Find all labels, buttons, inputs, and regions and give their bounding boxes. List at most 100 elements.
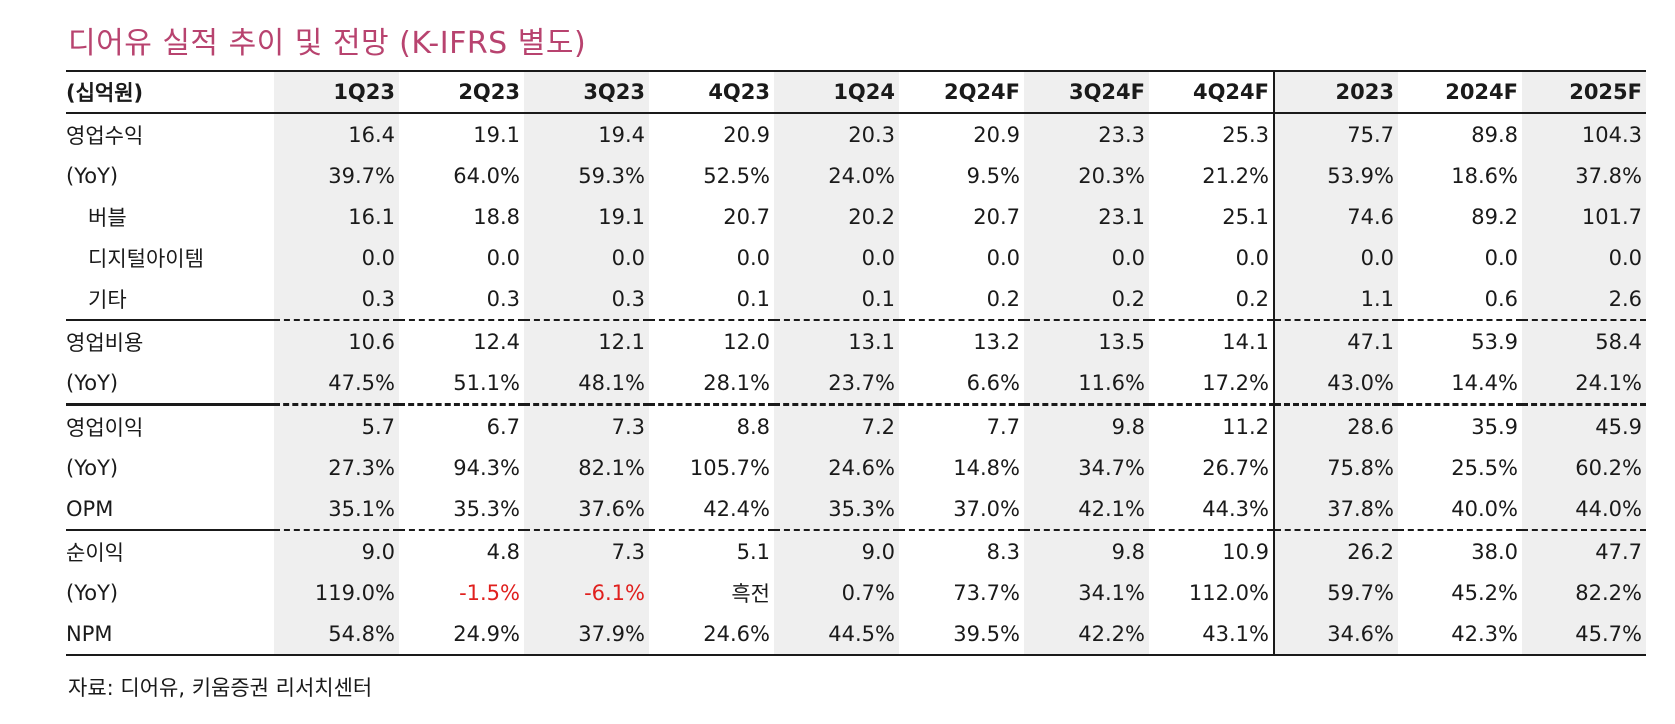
table-cell: 35.1% xyxy=(274,488,399,530)
table-cell: 8.8 xyxy=(649,403,774,447)
table-cell: 0.0 xyxy=(1522,237,1646,278)
table-cell: 24.9% xyxy=(399,613,524,656)
table-cell: 37.8% xyxy=(1274,488,1398,530)
column-header: 3Q23 xyxy=(524,70,649,114)
row-label: 영업수익 xyxy=(66,123,144,148)
table-cell: 9.5% xyxy=(966,163,1020,188)
table-cell: 42.1% xyxy=(1024,488,1149,530)
table-cell: 2.6 xyxy=(1522,278,1646,320)
table-cell: 26.7% xyxy=(1149,447,1275,488)
table-cell: 16.4 xyxy=(274,113,399,155)
table-cell: 45.7% xyxy=(1522,613,1646,656)
row-label: (YoY) xyxy=(66,163,119,188)
table-cell: 8.3 xyxy=(899,529,1024,572)
table-cell: 16.1 xyxy=(274,196,399,237)
table-row: (YoY) 47.5% 51.1% 48.1% 28.1% 23.7% 6.6% 11.6% 1… xyxy=(66,362,1646,405)
table-cell: 43.0% xyxy=(1274,362,1398,405)
table-cell: 35.9 xyxy=(1398,403,1522,447)
column-header: 2Q23 xyxy=(399,70,524,114)
table-cell: 28.1% xyxy=(703,370,770,395)
column-header: 4Q24F xyxy=(1149,70,1275,114)
table-cell: 12.4 xyxy=(399,319,524,362)
table-cell: 24.0% xyxy=(774,155,899,196)
table-row: 기타 0.3 0.3 0.3 0.1 0.1 0.2 0.2 0.2 1.1 0.6 2.6 xyxy=(66,278,1646,320)
table-cell: 44.0% xyxy=(1522,488,1646,530)
row-label: (YoY) xyxy=(66,370,119,395)
table-row: 디지털아이템 0.0 0.0 0.0 0.0 0.0 0.0 0.0 0.0 0.0 0.0 0.0 xyxy=(66,237,1646,278)
table-cell: 0.7% xyxy=(774,572,899,613)
table-cell: 0.0 xyxy=(1274,237,1398,278)
table-cell: 0.0 xyxy=(274,237,399,278)
table-cell: 112.0% xyxy=(1149,572,1275,613)
source-note: 자료: 디어유, 키움증권 리서치센터 xyxy=(68,676,373,700)
table-cell: 89.8 xyxy=(1471,122,1518,147)
column-header: 3Q24F xyxy=(1024,70,1149,114)
table-cell: 0.0 xyxy=(524,237,649,278)
column-header: 1Q24 xyxy=(774,70,899,114)
table-cell: 104.3 xyxy=(1522,113,1646,155)
table-cell: 75.7 xyxy=(1274,113,1398,155)
table-cell: 0.0 xyxy=(1149,237,1275,278)
table-cell: 37.9% xyxy=(524,613,649,656)
table-cell: 9.8 xyxy=(1024,403,1149,447)
column-header: 2024F xyxy=(1398,70,1522,114)
table-row: OPM 35.1% 35.3% 37.6% 42.4% 35.3% 37.0% 42.1% 44… xyxy=(66,488,1646,530)
table-cell: 23.1 xyxy=(1024,196,1149,237)
row-label: (YoY) xyxy=(66,580,119,605)
table-cell: 19.1 xyxy=(524,196,649,237)
page-title: 디어유 실적 추이 및 전망 (K-IFRS 별도) xyxy=(68,26,587,61)
table-cell: 25.3 xyxy=(1149,113,1275,155)
table-cell: 25.1 xyxy=(1149,196,1275,237)
table-cell: 0.0 xyxy=(736,245,770,270)
table-cell: 23.3 xyxy=(1024,113,1149,155)
table-cell: 0.2 xyxy=(986,286,1020,311)
table-cell: 20.9 xyxy=(973,122,1020,147)
table-cell: 23.7% xyxy=(774,362,899,405)
table-cell: 34.1% xyxy=(1024,572,1149,613)
table-cell: 105.7% xyxy=(689,455,770,480)
column-header: 4Q23 xyxy=(649,70,774,114)
row-label: 버블 xyxy=(88,205,127,230)
table-cell: 47.7 xyxy=(1522,529,1646,572)
table-cell: 6.7 xyxy=(399,403,524,447)
table-cell: 17.2% xyxy=(1149,362,1275,405)
header-row: (십억원) 1Q23 2Q23 3Q23 4Q23 1Q24 2Q24F 3Q2… xyxy=(66,70,1646,114)
table-row: (YoY) 39.7% 64.0% 59.3% 52.5% 24.0% 9.5% 20.3% 2… xyxy=(66,155,1646,196)
table-cell: 18.8 xyxy=(473,204,520,229)
table-cell: 64.0% xyxy=(453,163,520,188)
row-label: 디지털아이템 xyxy=(88,246,204,271)
table-cell: 13.5 xyxy=(1024,319,1149,362)
table-cell: 45.9 xyxy=(1522,403,1646,447)
table-cell: 0.0 xyxy=(986,245,1020,270)
table-cell: 18.6% xyxy=(1451,163,1518,188)
table-cell: 24.1% xyxy=(1522,362,1646,405)
table-cell: 47.5% xyxy=(274,362,399,405)
table-cell: 0.2 xyxy=(1024,278,1149,320)
table-cell: 54.8% xyxy=(274,613,399,656)
table-cell: 43.1% xyxy=(1149,613,1275,656)
table-cell: 9.8 xyxy=(1024,529,1149,572)
table-body: 영업수익 16.4 19.1 19.4 20.9 20.3 20.9 23.3 25.3 75.7… xyxy=(66,113,1646,656)
table-cell: 14.4% xyxy=(1451,370,1518,395)
table-cell: 7.2 xyxy=(774,403,899,447)
table-cell: 4.8 xyxy=(399,529,524,572)
table-row: NPM 54.8% 24.9% 37.9% 24.6% 44.5% 39.5% 42.2% 43… xyxy=(66,613,1646,656)
table-cell: 12.0 xyxy=(649,319,774,362)
table-cell: 24.6% xyxy=(649,613,774,656)
table-cell: 0.2 xyxy=(1149,278,1275,320)
table-cell: 26.2 xyxy=(1274,529,1398,572)
table-cell: 37.6% xyxy=(524,488,649,530)
table-row: (YoY) 27.3% 94.3% 82.1% 105.7% 24.6% 14.8% 34.7… xyxy=(66,447,1646,488)
table-cell: 101.7 xyxy=(1522,196,1646,237)
table-cell: 60.2% xyxy=(1522,447,1646,488)
financial-table: (십억원) 1Q23 2Q23 3Q23 4Q23 1Q24 2Q24F 3Q2… xyxy=(66,70,1646,656)
table-cell: 94.3% xyxy=(453,455,520,480)
table-cell: 48.1% xyxy=(524,362,649,405)
table-row: 영업이익 5.7 6.7 7.3 8.8 7.2 7.7 9.8 11.2 28.6 35.9 45.… xyxy=(66,403,1646,447)
table-cell: 20.7 xyxy=(723,204,770,229)
row-label: OPM xyxy=(66,496,114,521)
table-cell: 5.1 xyxy=(649,529,774,572)
table-row: 버블 16.1 18.8 19.1 20.7 20.2 20.7 23.1 25.1 74.6 89… xyxy=(66,196,1646,237)
table-cell: 6.6% xyxy=(966,370,1020,395)
table-cell: 14.8% xyxy=(953,455,1020,480)
